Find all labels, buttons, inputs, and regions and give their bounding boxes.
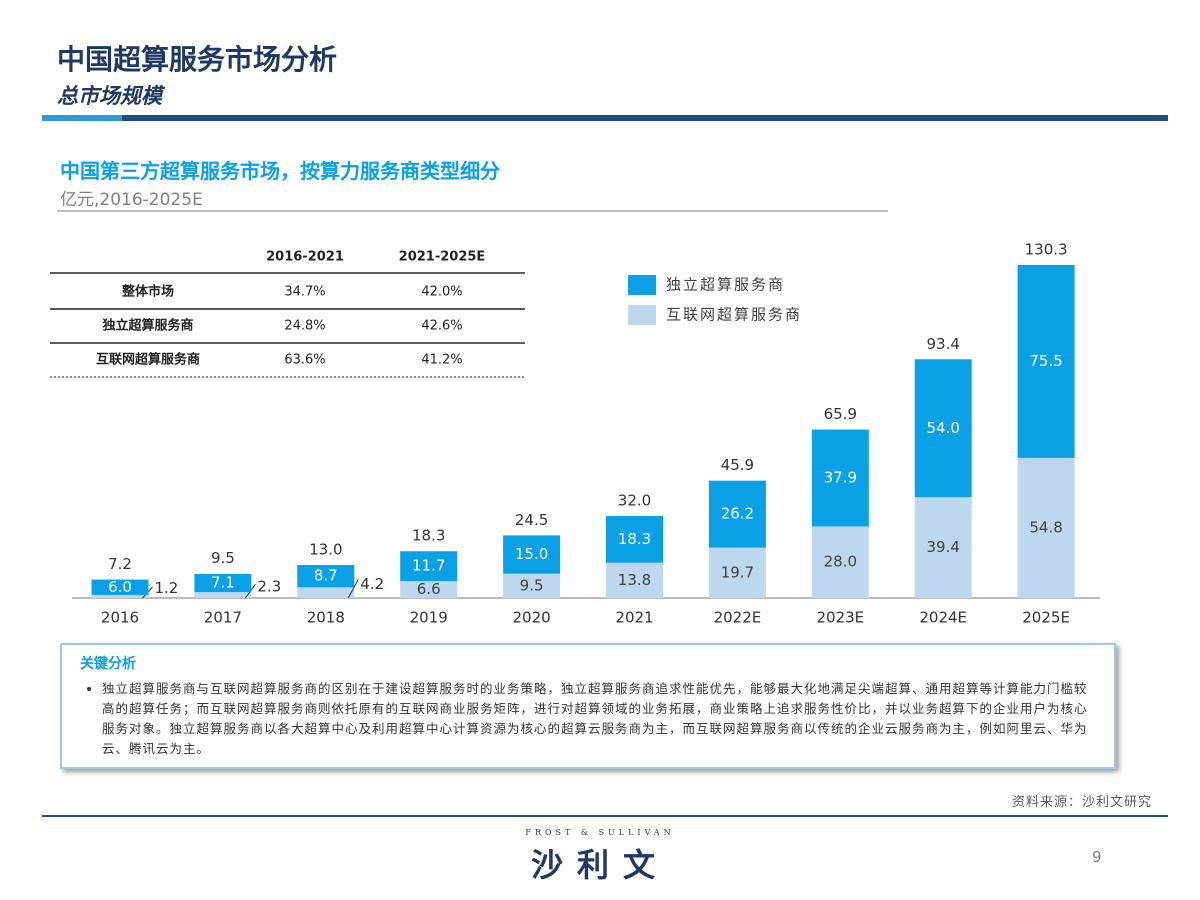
table-cell: 34.7% (284, 285, 325, 300)
source: 资料来源：沙利文研究 (1011, 795, 1152, 810)
value-label: 13.8 (618, 571, 651, 589)
value-label: 4.2 (360, 575, 384, 593)
bar-segment (914, 497, 972, 598)
legend-swatch (628, 305, 656, 325)
total-label: 65.9 (824, 405, 857, 423)
value-label: 8.7 (314, 567, 338, 585)
x-tick-label: 2021 (615, 609, 653, 627)
x-tick-label: 2025E (1022, 609, 1070, 627)
bar-segment (297, 565, 355, 588)
value-label: 6.6 (417, 580, 441, 598)
bar-segment (503, 573, 561, 598)
analysis-bullet: 独立超算服务商与互联网超算服务商的区别在于建设超算服务时的业务策略，独立超算服务… (102, 679, 1096, 759)
total-label: 24.5 (515, 511, 548, 529)
value-label: 75.5 (1029, 352, 1062, 370)
table-cell: 42.0% (421, 285, 462, 300)
value-label: 9.5 (520, 576, 544, 594)
value-label: 18.3 (618, 530, 651, 548)
chart-subtitle: 亿元,2016-2025E (60, 190, 203, 210)
bar-segment (708, 547, 766, 598)
leader-line (347, 579, 359, 599)
bar-segment (91, 594, 149, 598)
value-label: 28.0 (824, 553, 857, 571)
bar-segment (708, 480, 766, 548)
value-label: 6.0 (108, 578, 132, 596)
x-tick-label: 2023E (816, 609, 864, 627)
total-label: 130.3 (1025, 240, 1068, 258)
x-tick-label: 2018 (307, 609, 345, 627)
table-cell: 41.2% (421, 353, 462, 368)
bar-segment (1017, 457, 1075, 598)
analysis-title: 关键分析 (80, 656, 136, 672)
bar-segment (91, 579, 149, 595)
slide-subtitle: 总市场规模 (57, 84, 162, 108)
total-label: 18.3 (412, 527, 445, 545)
bar-segment (194, 592, 252, 598)
x-tick-label: 2022E (714, 609, 762, 627)
brand-en: FROST & SULLIVAN (525, 828, 675, 837)
bar-segment (297, 587, 355, 598)
value-label: 39.4 (926, 538, 959, 556)
value-label: 37.9 (824, 468, 857, 486)
footer-line (42, 815, 1168, 817)
bar-segment (606, 562, 663, 598)
bar-segment (811, 526, 869, 598)
x-tick-label: 2024E (919, 609, 967, 627)
table-row-label: 独立超算服务商 (102, 318, 193, 334)
value-label: 54.8 (1029, 518, 1062, 536)
bar-segment (1017, 264, 1075, 458)
value-label: 19.7 (721, 563, 754, 581)
table-cell: 24.8% (284, 319, 325, 334)
value-label: 15.0 (515, 545, 548, 563)
bar-segment (811, 429, 869, 527)
value-label: 1.2 (155, 579, 179, 597)
total-label: 7.2 (108, 555, 132, 573)
value-label: 54.0 (926, 419, 959, 437)
x-tick-label: 2017 (204, 609, 242, 627)
value-label: 2.3 (257, 578, 281, 596)
x-tick-label: 2019 (410, 609, 448, 627)
chart: 2016-2021 2021-2025E 整体市场 34.7% 42.0% 独立超算服务商… (50, 240, 1100, 627)
legend-label: 独立超算服务商 (666, 276, 785, 294)
table-row-label: 互联网超算服务商 (96, 352, 200, 368)
table-cell: 63.6% (284, 353, 325, 368)
chart-title: 中国第三方超算服务市场，按算力服务商类型细分 (60, 159, 500, 183)
legend-label: 互联网超算服务商 (666, 306, 802, 324)
bar-segment (503, 535, 561, 574)
x-tick-label: 2016 (101, 609, 139, 627)
bar-segment (914, 359, 972, 498)
value-label: 7.1 (211, 574, 235, 592)
total-label: 93.4 (926, 335, 959, 353)
table-cell: 42.6% (421, 319, 462, 334)
page-number: 9 (1092, 848, 1102, 866)
table-header: 2021-2025E (399, 250, 486, 265)
value-label: 26.2 (721, 505, 754, 523)
bar-segment (400, 581, 458, 598)
bar-segment (194, 573, 252, 593)
header-bar-accent (42, 115, 122, 121)
legend-swatch (628, 275, 656, 295)
value-label: 11.7 (412, 557, 445, 575)
header-bar (122, 115, 1168, 121)
table-row-label: 整体市场 (121, 284, 174, 300)
bar-segment (606, 515, 663, 563)
slide-title: 中国超算服务市场分析 (57, 43, 338, 76)
analysis-box: 关键分析 独立超算服务商与互联网超算服务商的区别在于建设超算服务时的业务策略，独… (60, 643, 1116, 769)
bar-segment (400, 551, 458, 582)
total-label: 45.9 (721, 456, 754, 474)
total-label: 9.5 (211, 549, 235, 567)
x-tick-label: 2020 (513, 609, 551, 627)
total-label: 32.0 (618, 492, 651, 510)
brand-cn: 沙利文 (530, 846, 669, 884)
divider (57, 210, 888, 212)
total-label: 13.0 (309, 540, 342, 558)
table-header: 2016-2021 (266, 250, 344, 265)
